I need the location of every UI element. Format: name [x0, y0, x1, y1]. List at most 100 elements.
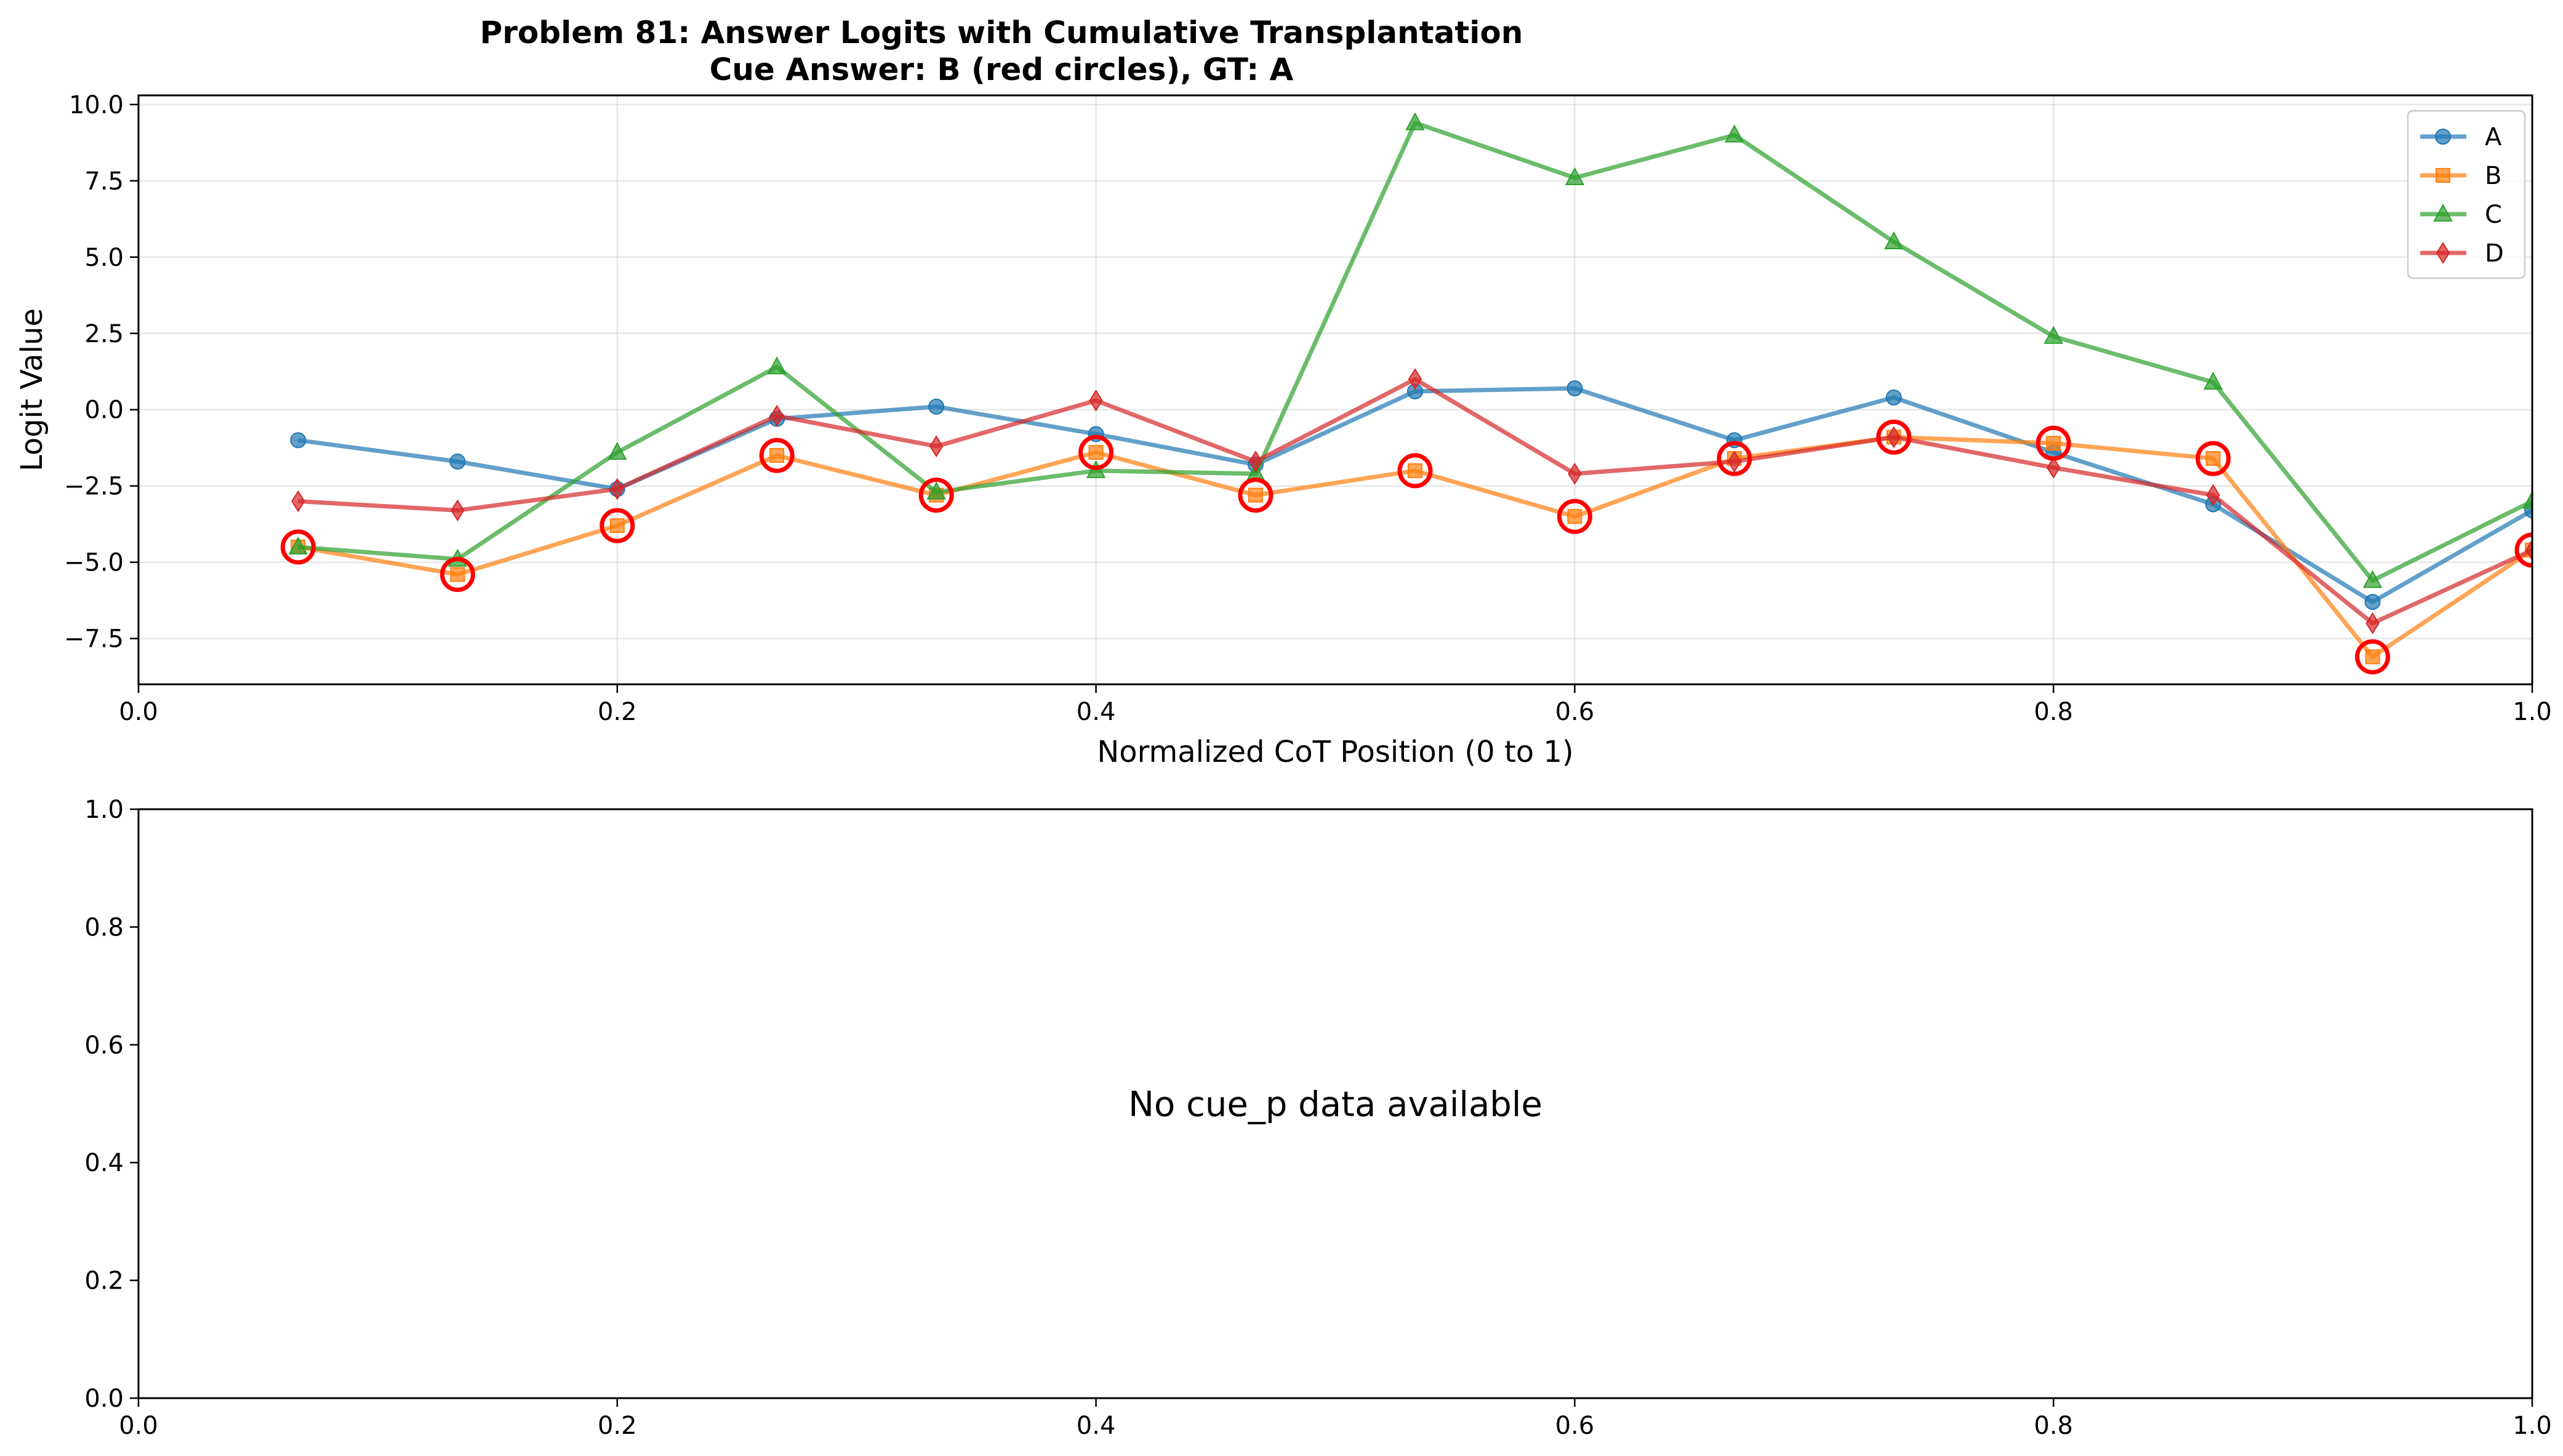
series-b-point	[609, 518, 625, 534]
series-b-point	[769, 448, 785, 463]
series-d-point	[2525, 538, 2532, 561]
x-tick-label: 0.6	[1555, 698, 1595, 726]
legend-label-a: A	[2485, 123, 2502, 151]
series-d-point	[770, 404, 784, 427]
cue-highlight-circle	[1717, 441, 1752, 476]
series-d-point	[2047, 457, 2061, 479]
cue-highlight-circle	[439, 556, 475, 592]
series-c-point	[2362, 570, 2383, 588]
cue-highlight-circle	[1078, 434, 1114, 470]
series-d-point	[2365, 612, 2380, 634]
cue-highlight-circle	[2514, 532, 2532, 568]
series-d-point	[2206, 484, 2220, 506]
axis-ticks: 0.0 0.2 0.4 0.6 0.8 1.0 −7.5 −5.0 −2.5 0.0 2.5 5.0 7…	[64, 91, 2552, 726]
x-tick-label: 0.2	[598, 1412, 637, 1440]
series-b-point	[450, 567, 465, 582]
cue-highlight-circle	[1557, 498, 1592, 534]
series-d-point	[610, 478, 624, 500]
bottom-cue-p-plot: 0.0 0.2 0.4 0.6 0.8 1.0 0.0 0.2 0.4 0.6 0.8 1.0 No c…	[84, 796, 2551, 1440]
series-c-point	[288, 536, 308, 554]
legend-label-d: D	[2485, 239, 2504, 268]
x-tick-label: 0.8	[2034, 1412, 2073, 1440]
cue-highlight-circle	[600, 508, 635, 543]
cue-highlight-circle	[2355, 639, 2391, 674]
y-tick-label: 7.5	[84, 167, 124, 196]
legend-frame	[2407, 110, 2526, 279]
y-tick-label: 0.2	[84, 1267, 124, 1295]
y-tick-label: 0.0	[84, 396, 124, 425]
y-tick-label: 0.8	[84, 913, 124, 942]
x-tick-label: 1.0	[2513, 698, 2552, 726]
series-a-point	[1566, 380, 1583, 397]
series-a-point	[2364, 594, 2381, 610]
y-tick-label: 0.4	[84, 1149, 124, 1177]
series-b-point	[2365, 649, 2380, 665]
y-tick-label: 0.0	[84, 1385, 124, 1413]
series-a-point	[1885, 389, 1902, 406]
series-b-point	[1088, 445, 1104, 460]
x-tick-label: 0.6	[1555, 1412, 1595, 1440]
y-tick-label: 2.5	[84, 320, 124, 348]
x-tick-label: 1.0	[2513, 1412, 2552, 1440]
y-axis-label: Logit Value	[15, 308, 49, 471]
no-data-message: No cue_p data available	[1128, 1085, 1542, 1125]
cue-highlight-circle	[2196, 441, 2231, 476]
y-tick-label: −7.5	[64, 625, 124, 654]
x-axis-label: Normalized CoT Position (0 to 1)	[1097, 735, 1573, 769]
x-tick-label: 0.4	[1077, 1412, 1116, 1440]
series-c-point	[1565, 167, 1585, 185]
axis-ticks: 0.0 0.2 0.4 0.6 0.8 1.0 0.0 0.2 0.4 0.6 0.8 1.0	[84, 796, 2551, 1440]
y-tick-label: 1.0	[84, 796, 124, 824]
cue-highlight-circle	[1876, 419, 1912, 455]
series-d-point	[929, 435, 944, 458]
x-tick-label: 0.0	[119, 1412, 158, 1440]
series-a-point	[928, 398, 945, 415]
series-c-point	[1884, 231, 1904, 250]
legend-marker-d	[2436, 242, 2450, 264]
legend-marker-c	[2433, 203, 2453, 222]
series-group	[280, 112, 2532, 674]
y-tick-label: 10.0	[69, 91, 124, 119]
series-d-point	[1727, 450, 1741, 473]
series-d-point	[1248, 450, 1263, 473]
axes-frame	[137, 94, 2533, 686]
chart-title: Problem 81: Answer Logits with Cumulativ…	[480, 15, 1523, 50]
cue-highlight-circle	[759, 438, 795, 473]
x-tick-label: 0.4	[1077, 698, 1116, 726]
cue-highlight-circle	[1238, 478, 1273, 513]
series-d-point	[1887, 426, 1901, 449]
series-c-point	[1725, 124, 1744, 143]
series-c-point	[2044, 326, 2063, 344]
legend-marker-b	[2436, 168, 2450, 183]
y-tick-label: 5.0	[84, 244, 124, 272]
chart-subtitle: Cue Answer: B (red circles), GT: A	[710, 52, 1294, 87]
series-c-point	[2203, 371, 2223, 390]
cue-highlight-circle	[2036, 425, 2071, 461]
series-d-point	[1568, 462, 1582, 485]
series-b-point	[1567, 509, 1582, 524]
series-b-point	[2205, 451, 2221, 466]
series-b-point	[1248, 487, 1263, 503]
legend-label-c: C	[2485, 201, 2502, 229]
series-c-point	[608, 442, 627, 460]
series-c-point	[767, 356, 787, 375]
legend-marker-a	[2435, 129, 2451, 145]
series-b-point	[2046, 436, 2061, 451]
x-tick-label: 0.0	[119, 698, 158, 726]
series-a-point	[449, 454, 466, 470]
cue-highlight-circle	[1397, 453, 1433, 489]
cue-highlight-circle	[918, 478, 954, 513]
series-c-point	[2522, 490, 2532, 509]
cue-highlight-circle	[280, 529, 316, 565]
legend-label-b: B	[2485, 162, 2501, 190]
series-d-point	[451, 499, 465, 522]
series-c-point	[1405, 112, 1425, 130]
y-tick-label: −5.0	[64, 549, 124, 577]
y-tick-label: −2.5	[64, 473, 124, 501]
series-b-point	[1408, 463, 1423, 478]
series-c-point	[926, 481, 946, 500]
axes-frame	[137, 808, 2533, 1399]
series-d-point	[1089, 389, 1103, 412]
